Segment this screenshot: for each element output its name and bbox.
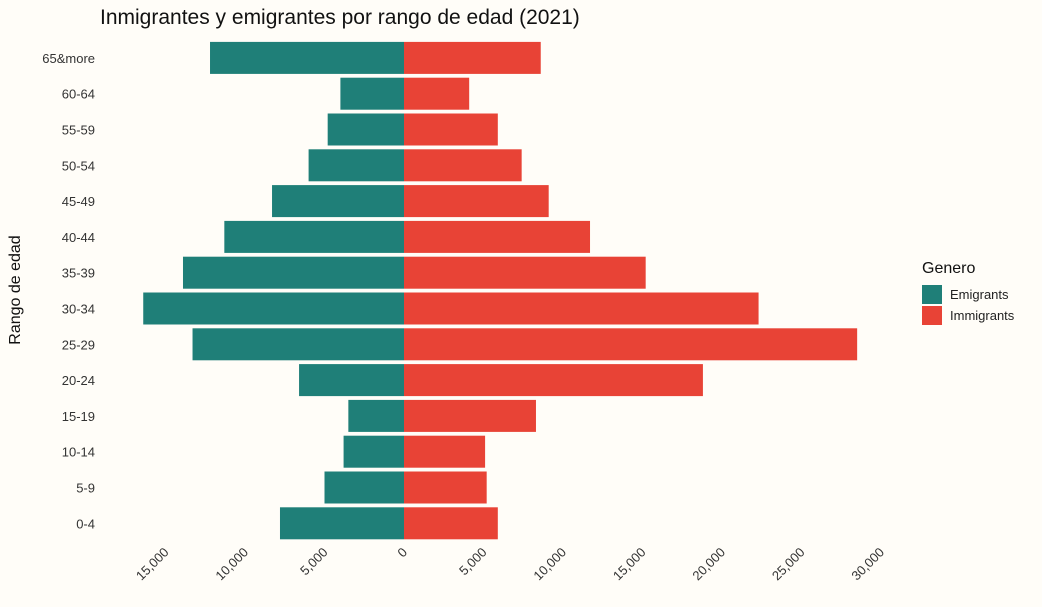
bar-immigrants-0-4 bbox=[404, 507, 498, 540]
bar-immigrants-55-59 bbox=[404, 113, 498, 146]
x-tick-label: 10,000 bbox=[530, 545, 569, 584]
y-tick-label: 10-14 bbox=[62, 445, 95, 460]
y-axis-label: Rango de edad bbox=[7, 235, 24, 344]
y-tick-label: 5-9 bbox=[76, 481, 95, 496]
x-tick-label: 30,000 bbox=[848, 545, 887, 584]
y-tick-label: 0-4 bbox=[76, 516, 95, 531]
x-tick-label: 25,000 bbox=[769, 545, 808, 584]
x-tick-label: 0 bbox=[394, 545, 410, 561]
y-tick-label: 60-64 bbox=[62, 87, 95, 102]
x-tick-label: 10,000 bbox=[212, 545, 251, 584]
bar-immigrants-45-49 bbox=[404, 185, 549, 218]
legend-label-immigrants: Immigrants bbox=[950, 308, 1015, 323]
bar-immigrants-60-64 bbox=[404, 77, 470, 110]
y-tick-label: 15-19 bbox=[62, 409, 95, 424]
bar-emigrants-20-24 bbox=[299, 364, 404, 397]
y-tick-label: 55-59 bbox=[62, 123, 95, 138]
bar-immigrants-10-14 bbox=[404, 435, 486, 468]
bar-immigrants-20-24 bbox=[404, 364, 703, 397]
x-tick-label: 15,000 bbox=[610, 545, 649, 584]
bar-emigrants-55-59 bbox=[327, 113, 404, 146]
x-tick-label: 15,000 bbox=[133, 545, 172, 584]
bar-emigrants-50-54 bbox=[308, 149, 404, 182]
bar-emigrants-65&more bbox=[210, 41, 404, 74]
bar-emigrants-45-49 bbox=[272, 185, 404, 218]
y-tick-label: 65&more bbox=[42, 51, 95, 66]
bar-emigrants-10-14 bbox=[343, 435, 404, 468]
chart-title: Inmigrantes y emigrantes por rango de ed… bbox=[100, 6, 580, 29]
bar-emigrants-60-64 bbox=[340, 77, 404, 110]
x-tick-label: 20,000 bbox=[689, 545, 728, 584]
bar-emigrants-25-29 bbox=[192, 328, 404, 361]
bar-immigrants-50-54 bbox=[404, 149, 522, 182]
y-tick-label: 20-24 bbox=[62, 373, 95, 388]
x-tick-labels: 15,000 10,000 5,000 0 5,000 10,000 15,000 20,00… bbox=[133, 545, 887, 584]
x-tick-label: 5,000 bbox=[297, 545, 331, 579]
legend-label-emigrants: Emigrants bbox=[950, 287, 1009, 302]
bar-immigrants-35-39 bbox=[404, 256, 646, 289]
x-tick-label: 5,000 bbox=[456, 545, 490, 579]
bar-immigrants-30-34 bbox=[404, 292, 759, 325]
bar-emigrants-35-39 bbox=[182, 256, 404, 289]
bar-emigrants-40-44 bbox=[224, 220, 404, 253]
bar-emigrants-5-9 bbox=[324, 471, 404, 504]
y-tick-label: 30-34 bbox=[62, 302, 95, 317]
y-tick-label: 35-39 bbox=[62, 266, 95, 281]
y-tick-label: 50-54 bbox=[62, 158, 95, 173]
legend-title: Genero bbox=[922, 260, 975, 277]
bar-emigrants-0-4 bbox=[279, 507, 404, 540]
y-tick-label: 25-29 bbox=[62, 337, 95, 352]
legend-swatch-immigrants bbox=[922, 306, 942, 325]
legend-swatch-emigrants bbox=[922, 285, 942, 304]
bar-emigrants-15-19 bbox=[348, 399, 404, 432]
bar-immigrants-5-9 bbox=[404, 471, 487, 504]
bar-immigrants-40-44 bbox=[404, 220, 591, 253]
y-tick-label: 45-49 bbox=[62, 194, 95, 209]
bar-immigrants-65&more bbox=[404, 41, 541, 74]
y-tick-labels: 0-4 5-9 10-14 15-19 20-24 25-29 30-34 35-39 40-4… bbox=[42, 51, 95, 531]
bar-emigrants-30-34 bbox=[143, 292, 405, 325]
bars-group bbox=[143, 41, 858, 540]
bar-immigrants-25-29 bbox=[404, 328, 858, 361]
bar-immigrants-15-19 bbox=[404, 399, 536, 432]
y-tick-label: 40-44 bbox=[62, 230, 95, 245]
legend: Genero Emigrants Immigrants bbox=[922, 260, 1015, 325]
